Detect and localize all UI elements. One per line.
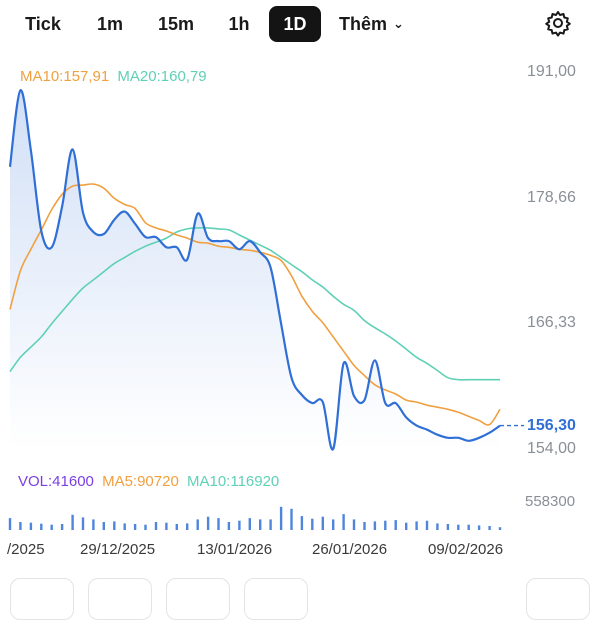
volume-bar: [405, 522, 408, 530]
price-line: [8, 89, 501, 451]
tab-1m[interactable]: 1m: [96, 14, 123, 34]
x-tick-label-4: 09/02/2026: [428, 541, 504, 558]
x-tick-label-0: /2025: [7, 541, 45, 558]
volume-bar: [290, 508, 293, 530]
ma20-line: [9, 226, 500, 381]
volume-bar: [477, 525, 481, 530]
more-dropdown[interactable]: Thêm ⌄: [339, 6, 404, 42]
volume-bar: [40, 523, 43, 530]
volume-bar: [363, 522, 366, 530]
volume-legend: VOL:41600 MA5:90720 MA10:116920: [18, 473, 283, 490]
volume-bar: [102, 522, 105, 530]
y-axis-label-2: 178,66: [527, 189, 576, 206]
tab-1d[interactable]: 1D: [269, 6, 321, 42]
volume-bar: [342, 514, 345, 530]
volume-bar: [133, 524, 137, 530]
volume-bar: [425, 520, 429, 530]
volume-bar: [165, 522, 168, 530]
volume-bar: [373, 521, 377, 530]
volume-axis-label: 558300: [525, 493, 576, 510]
volume-bar: [321, 516, 324, 530]
volume-bar: [384, 520, 387, 530]
volume-bar: [123, 523, 126, 530]
volume-bar: [8, 518, 12, 530]
legend-vol-ma5: MA5:90720: [102, 473, 179, 490]
volume-bar: [175, 524, 178, 530]
volume-bar: [279, 506, 283, 530]
volume-bar: [186, 523, 189, 530]
volume-bar: [154, 522, 158, 530]
volume-bar: [60, 524, 64, 530]
toolbar-button-4[interactable]: [244, 578, 308, 620]
volume-bar: [446, 524, 450, 530]
volume-bar: [71, 514, 74, 530]
toolbar-button-5[interactable]: [526, 578, 590, 620]
volume-bar: [92, 519, 95, 530]
volume-bar: [488, 526, 491, 530]
volume-bar: [269, 519, 272, 530]
x-tick-label-1: 29/12/2025: [80, 541, 156, 558]
toolbar-button-2[interactable]: [88, 578, 152, 620]
volume-bar: [394, 520, 397, 530]
volume-bar: [19, 522, 22, 530]
volume-bar: [206, 516, 210, 530]
chevron-down-icon: ⌄: [393, 16, 404, 31]
price-chart[interactable]: [0, 0, 600, 600]
volume-bar: [467, 524, 470, 530]
gear-icon[interactable]: [544, 9, 572, 37]
legend-ma20: MA20:160,79: [117, 68, 207, 85]
toolbar-button-3[interactable]: [166, 578, 230, 620]
toolbar-button-1[interactable]: [10, 578, 74, 620]
legend-vol: VOL:41600: [18, 473, 94, 490]
timeframe-tabs: Tick 1m 15m 1h 1D Thêm ⌄: [0, 0, 600, 46]
volume-bar: [81, 517, 85, 530]
x-tick-label-2: 13/01/2026: [197, 541, 273, 558]
volume-bar: [50, 524, 53, 530]
legend-vol-ma10: MA10:116920: [186, 473, 280, 490]
volume-bar: [113, 521, 116, 530]
volume-bar: [29, 522, 33, 530]
volume-bar: [248, 518, 251, 530]
current-price-label: 156,30: [527, 417, 576, 434]
more-label: Thêm: [339, 14, 388, 34]
price-area-fill: [10, 90, 500, 450]
volume-bar: [227, 522, 231, 530]
y-axis-label-3: 166,33: [527, 314, 576, 331]
volume-bar: [300, 516, 304, 530]
volume-bar: [217, 518, 220, 530]
volume-bar: [144, 524, 147, 530]
volume-bar: [196, 519, 199, 530]
x-tick-label-3: 26/01/2026: [312, 541, 388, 558]
volume-bar: [259, 519, 262, 530]
volume-bar: [352, 519, 356, 530]
tab-1h[interactable]: 1h: [228, 14, 250, 34]
ma-legend: MA10:157,91 MA20:160,79: [20, 68, 211, 85]
ma10-line: [9, 183, 501, 426]
y-axis-label-max: 191,00: [527, 63, 576, 80]
volume-bar: [311, 518, 314, 530]
legend-ma10: MA10:157,91: [20, 68, 110, 85]
volume-bar: [415, 521, 418, 530]
volume-bar: [332, 519, 335, 530]
tab-tick[interactable]: Tick: [25, 14, 61, 34]
volume-bar: [457, 524, 460, 530]
volume-bar: [436, 523, 439, 530]
volume-bar: [498, 527, 502, 530]
tab-15m[interactable]: 15m: [157, 14, 195, 34]
volume-bar: [238, 520, 241, 530]
y-axis-label-min: 154,00: [527, 440, 576, 457]
